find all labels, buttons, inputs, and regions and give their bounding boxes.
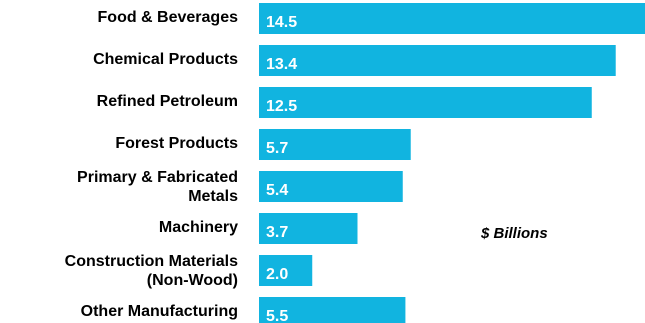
category-label-line: (Non-Wood) [147, 272, 238, 289]
bar [259, 255, 313, 286]
bar [259, 3, 645, 34]
category-label: Other Manufacturing [81, 303, 238, 320]
category-label-line: Forest Products [115, 135, 238, 152]
bars-layer [259, 3, 645, 323]
value-label: 3.7 [266, 224, 288, 241]
bar [259, 297, 406, 323]
value-label: 14.5 [266, 14, 297, 31]
value-label: 5.4 [266, 182, 288, 199]
category-label-line: Construction Materials [65, 253, 238, 270]
category-label-line: Food & Beverages [98, 9, 239, 26]
bar [259, 45, 616, 76]
category-label-line: Chemical Products [93, 51, 238, 68]
value-labels: 14.5 13.4 12.5 5.7 5.4 3.7 2.0 5.5 [266, 14, 297, 323]
category-labels: Food & Beverages Chemical Products Refined… [65, 9, 238, 320]
category-label-line: Machinery [159, 219, 238, 236]
bar [259, 171, 403, 202]
category-label-line: Refined Petroleum [97, 93, 238, 110]
category-label: Construction Materials (Non-Wood) [65, 253, 238, 289]
category-label: Primary & Fabricated Metals [77, 169, 238, 205]
value-label: 13.4 [266, 56, 297, 73]
category-label-line: Metals [188, 188, 238, 205]
value-label: 5.5 [266, 308, 288, 323]
category-label: Machinery [159, 219, 238, 236]
value-label: 2.0 [266, 266, 288, 283]
category-label: Forest Products [115, 135, 238, 152]
category-label: Chemical Products [93, 51, 238, 68]
value-label: 5.7 [266, 140, 288, 157]
bar [259, 87, 592, 118]
bar [259, 213, 358, 244]
category-label: Food & Beverages [98, 9, 239, 26]
unit-label: $ Billions [480, 225, 548, 242]
bar [259, 129, 411, 160]
category-label: Refined Petroleum [97, 93, 238, 110]
value-label: 12.5 [266, 98, 297, 115]
category-label-line: Primary & Fabricated [77, 169, 238, 186]
category-label-line: Other Manufacturing [81, 303, 238, 320]
